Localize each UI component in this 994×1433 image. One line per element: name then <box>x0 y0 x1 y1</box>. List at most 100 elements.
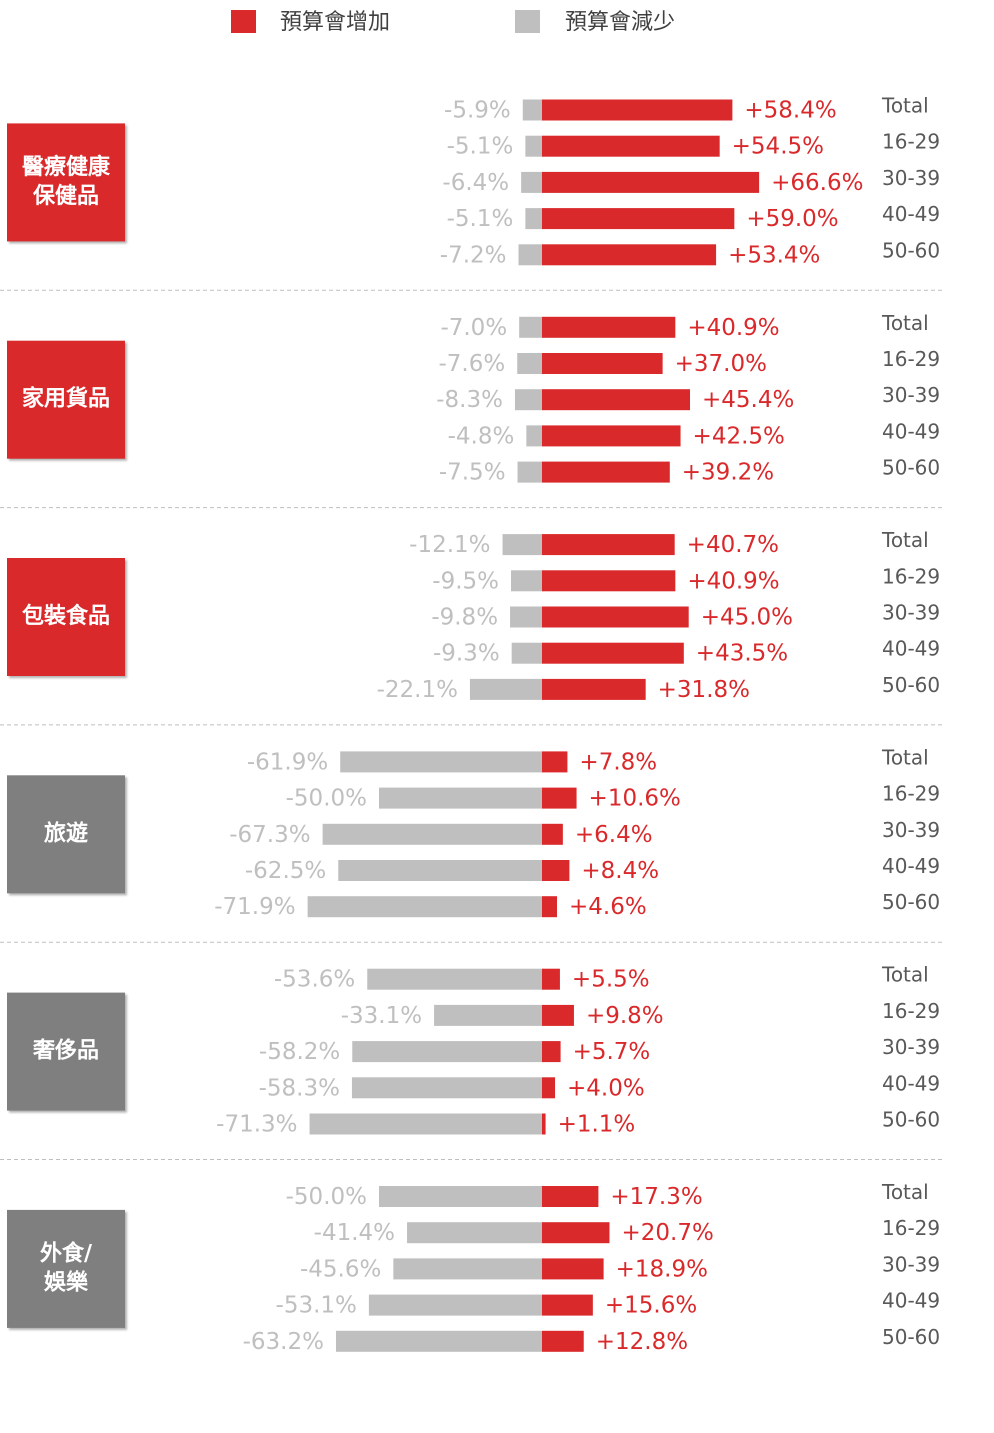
decrease-bar <box>511 642 542 664</box>
decrease-bar <box>521 171 542 193</box>
category-label: 30-39 <box>882 601 940 625</box>
decrease-label: -8.3% <box>436 387 503 413</box>
decrease-label: -5.1% <box>447 134 514 160</box>
group-label: 旅遊 <box>44 820 88 846</box>
increase-bar <box>542 461 670 483</box>
category-label: 50-60 <box>882 890 940 914</box>
group-label-box <box>7 123 125 242</box>
decrease-bar <box>526 425 542 447</box>
increase-bar <box>542 1186 599 1207</box>
category-label: 16-29 <box>882 999 940 1023</box>
legend-label: 預算會增加 <box>280 10 390 35</box>
increase-label: +1.1% <box>558 1112 636 1138</box>
category-label: 16-29 <box>882 1216 940 1240</box>
increase-bar <box>542 1077 556 1099</box>
category-label: 16-29 <box>882 347 940 371</box>
decrease-label: -58.3% <box>259 1075 340 1101</box>
decrease-bar <box>511 570 542 592</box>
increase-label: +5.5% <box>572 967 650 993</box>
group-label: 醫療健康 <box>22 154 111 180</box>
group-label: 包裝食品 <box>22 603 110 629</box>
increase-label: +53.4% <box>728 242 820 268</box>
decrease-label: -62.5% <box>245 858 326 884</box>
decrease-bar <box>379 1186 542 1207</box>
decrease-bar <box>340 751 542 773</box>
decrease-bar <box>510 606 542 628</box>
increase-bar <box>542 1041 561 1063</box>
increase-label: +15.6% <box>605 1293 697 1319</box>
legend-swatch <box>515 10 540 33</box>
category-label: 30-39 <box>882 818 940 842</box>
increase-bar <box>542 353 663 374</box>
group-label: 奢侈品 <box>32 1038 99 1064</box>
decrease-label: -5.9% <box>444 98 511 124</box>
increase-bar <box>542 425 681 447</box>
decrease-label: -63.2% <box>243 1329 324 1355</box>
increase-bar <box>542 389 691 411</box>
category-label: 50-60 <box>882 673 940 697</box>
decrease-label: -5.1% <box>447 206 514 232</box>
decrease-label: -41.4% <box>314 1220 395 1246</box>
category-label: Total <box>881 745 929 769</box>
increase-bar <box>542 1330 584 1352</box>
decrease-label: -7.2% <box>440 242 507 268</box>
decrease-bar <box>338 860 542 881</box>
increase-bar <box>542 570 676 592</box>
category-label: 16-29 <box>882 782 940 806</box>
decrease-bar <box>352 1041 542 1063</box>
increase-label: +58.4% <box>744 98 836 124</box>
increase-bar <box>542 968 560 990</box>
increase-label: +10.6% <box>589 786 681 812</box>
increase-label: +39.2% <box>682 460 774 486</box>
increase-label: +5.7% <box>573 1039 651 1065</box>
decrease-bar <box>517 353 542 374</box>
group-label-box <box>7 558 125 676</box>
decrease-bar <box>514 389 542 411</box>
group-label: 外食/ <box>40 1240 93 1266</box>
increase-label: +12.8% <box>596 1329 688 1355</box>
category-label: Total <box>881 528 929 552</box>
increase-bar <box>542 208 735 230</box>
increase-label: +59.0% <box>746 206 838 232</box>
increase-bar <box>542 606 689 628</box>
increase-label: +7.8% <box>579 749 657 775</box>
decrease-label: -53.1% <box>276 1293 357 1319</box>
decrease-bar <box>469 678 542 700</box>
decrease-label: -9.8% <box>431 605 498 631</box>
increase-label: +6.4% <box>575 822 653 848</box>
decrease-label: -61.9% <box>247 749 328 775</box>
decrease-bar <box>367 968 542 990</box>
decrease-bar <box>307 896 542 918</box>
decrease-bar <box>368 1294 542 1316</box>
increase-bar <box>542 316 676 338</box>
decrease-bar <box>379 787 542 809</box>
group-label-box <box>7 340 125 459</box>
category-label: 50-60 <box>882 1325 940 1349</box>
increase-bar <box>542 823 563 845</box>
decrease-label: -12.1% <box>409 532 490 558</box>
decrease-label: -58.2% <box>259 1039 340 1065</box>
decrease-bar <box>519 316 542 338</box>
decrease-bar <box>407 1222 542 1244</box>
increase-label: +45.4% <box>702 387 794 413</box>
decrease-label: -33.1% <box>341 1003 422 1029</box>
increase-label: +54.5% <box>732 134 824 160</box>
increase-bar <box>542 1004 574 1026</box>
increase-label: +9.8% <box>586 1003 664 1029</box>
decrease-label: -71.3% <box>216 1112 297 1138</box>
decrease-bar <box>525 135 542 157</box>
category-label: 30-39 <box>882 1035 940 1059</box>
decrease-label: -9.3% <box>433 641 500 667</box>
increase-bar <box>542 534 675 556</box>
group-label-box <box>7 1209 125 1328</box>
increase-bar <box>542 171 760 193</box>
group-label-box <box>7 992 125 1111</box>
increase-label: +4.0% <box>567 1075 645 1101</box>
decrease-label: -4.8% <box>448 423 515 449</box>
legend-swatch <box>231 10 256 33</box>
category-label: 40-49 <box>882 854 940 878</box>
category-label: 50-60 <box>882 456 940 480</box>
increase-bar <box>542 642 684 664</box>
increase-bar <box>542 244 717 266</box>
increase-bar <box>542 99 733 121</box>
